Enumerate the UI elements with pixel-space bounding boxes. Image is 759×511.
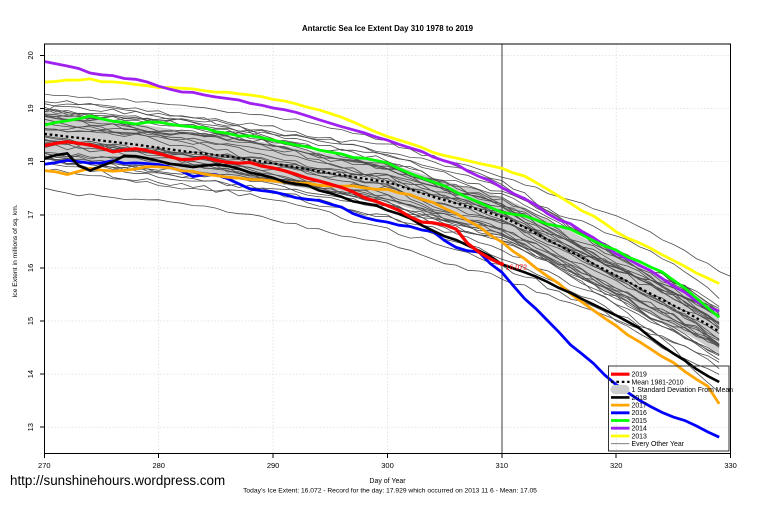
- svg-text:2015: 2015: [632, 418, 647, 425]
- svg-text:280: 280: [152, 461, 165, 470]
- svg-text:16: 16: [26, 264, 35, 272]
- svg-text:Ice Extent in millions of sq.: Ice Extent in millions of sq. km.: [12, 204, 19, 297]
- svg-text:15: 15: [26, 317, 35, 325]
- svg-text:310: 310: [496, 461, 509, 470]
- svg-text:2017: 2017: [632, 403, 647, 410]
- svg-text:13: 13: [26, 423, 35, 431]
- svg-text:330: 330: [724, 461, 737, 470]
- svg-text:Today’s Ice Extent: 16.072 -: Today’s Ice Extent: 16.072 - Record for …: [243, 488, 537, 495]
- svg-text:Antarctic Sea Ice Extent Day 3: Antarctic Sea Ice Extent Day 310 1978 to…: [302, 24, 474, 33]
- svg-text:http://sunshinehours.wordpress: http://sunshinehours.wordpress.com: [10, 473, 225, 488]
- svg-text:2019: 2019: [632, 372, 647, 379]
- svg-text:Every Other Year: Every Other Year: [632, 441, 685, 448]
- svg-text:320: 320: [610, 461, 623, 470]
- svg-text:16.072: 16.072: [506, 264, 528, 271]
- svg-text:2018: 2018: [632, 395, 647, 402]
- svg-text:1 Standard Deviation From Mean: 1 Standard Deviation From Mean: [632, 387, 734, 394]
- svg-text:2016: 2016: [632, 410, 647, 417]
- svg-text:20: 20: [26, 51, 35, 59]
- svg-text:270: 270: [38, 461, 51, 470]
- svg-text:290: 290: [267, 461, 280, 470]
- svg-text:17: 17: [26, 211, 35, 219]
- svg-text:18: 18: [26, 157, 35, 165]
- svg-text:14: 14: [26, 370, 35, 378]
- svg-text:300: 300: [381, 461, 394, 470]
- svg-text:Mean 1981-2010: Mean 1981-2010: [632, 379, 684, 386]
- svg-text:2014: 2014: [632, 426, 647, 433]
- svg-text:Day of Year: Day of Year: [369, 478, 406, 485]
- svg-text:19: 19: [26, 104, 35, 112]
- svg-text:2013: 2013: [632, 433, 647, 440]
